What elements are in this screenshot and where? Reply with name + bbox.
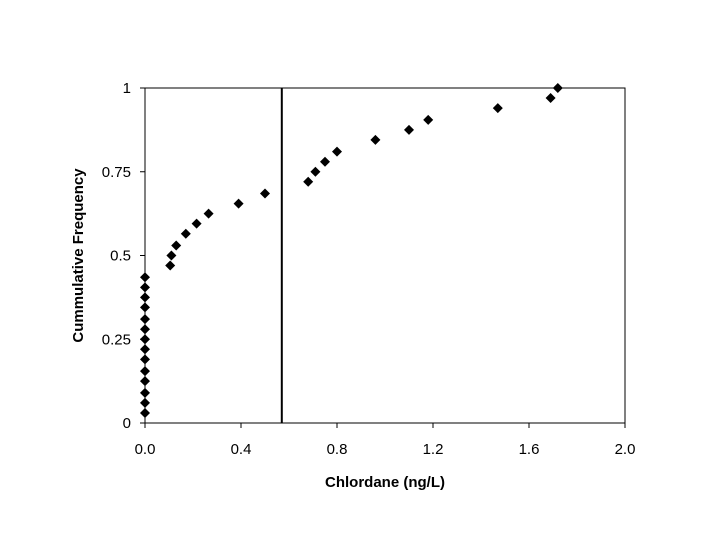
- data-point-diamond: [165, 260, 176, 271]
- data-point-diamond: [370, 134, 381, 145]
- data-point-diamond: [140, 407, 150, 418]
- x-tick-label: 1.6: [519, 441, 540, 458]
- data-point-diamond: [332, 146, 342, 157]
- data-point-diamond: [492, 103, 503, 114]
- data-point-diamond: [233, 198, 244, 209]
- plot-area-frame: [144, 87, 626, 424]
- y-tick-label: 1: [123, 80, 131, 97]
- data-point-diamond: [140, 376, 150, 387]
- data-point-diamond: [423, 114, 434, 125]
- x-tick-label: 2.0: [615, 441, 636, 458]
- data-point-diamond: [260, 188, 270, 199]
- data-point-diamond: [303, 176, 314, 187]
- x-axis-ticks: 0.0 0.4 0.8 1.2 1.6 2.0: [135, 423, 636, 458]
- data-point-diamond: [140, 397, 150, 408]
- y-tick-label: 0.5: [110, 248, 131, 265]
- data-point-diamond: [140, 292, 150, 303]
- data-point-diamond: [140, 324, 150, 335]
- data-point-diamond: [140, 354, 150, 365]
- data-point-diamond: [545, 93, 556, 104]
- data-point-diamond: [171, 240, 182, 251]
- data-point-diamond: [191, 218, 202, 229]
- x-axis-title: Chlordane (ng/L): [325, 474, 445, 491]
- y-axis-ticks: 0 0.25 0.5 0.75 1: [102, 80, 145, 432]
- data-point-diamond: [140, 282, 150, 293]
- y-axis-title: Cummulative Frequency: [70, 168, 87, 343]
- data-point-diamond: [140, 366, 150, 377]
- y-tick-label: 0: [123, 415, 131, 432]
- x-tick-label: 0.0: [135, 441, 156, 458]
- y-tick-label: 0.25: [102, 331, 131, 348]
- data-point-diamond: [140, 334, 150, 345]
- x-tick-label: 0.8: [327, 441, 348, 458]
- x-tick-label: 1.2: [423, 441, 444, 458]
- data-point-diamond: [140, 314, 150, 325]
- data-point-diamond: [203, 208, 214, 219]
- data-point-diamond: [140, 272, 150, 283]
- data-point-diamond: [180, 228, 191, 239]
- y-tick-label: 0.75: [102, 164, 131, 181]
- data-point-diamond: [140, 344, 150, 355]
- data-point-diamond: [320, 156, 330, 167]
- data-point-diamond: [404, 124, 414, 135]
- x-tick-label: 0.4: [231, 441, 252, 458]
- data-point-diamond: [166, 250, 177, 261]
- data-point-diamond: [552, 83, 563, 93]
- data-point-diamond: [310, 166, 321, 177]
- data-point-diamond: [140, 302, 150, 313]
- data-points: [140, 83, 563, 418]
- data-point-diamond: [140, 387, 150, 398]
